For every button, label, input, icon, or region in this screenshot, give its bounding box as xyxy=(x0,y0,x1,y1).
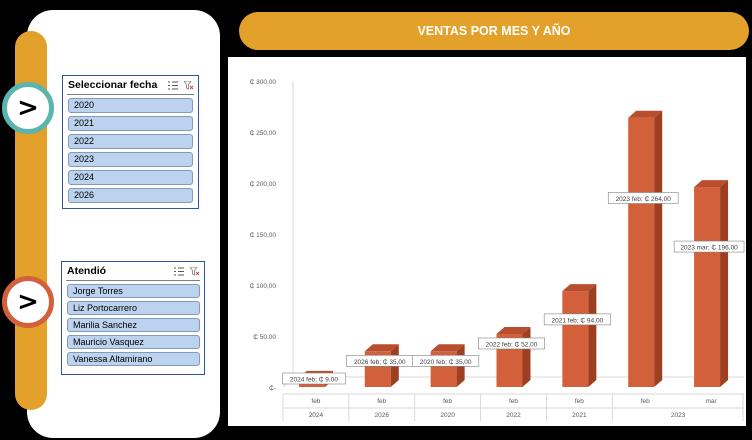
data-label-box xyxy=(673,240,745,253)
slicer-item-2024[interactable]: 2024 xyxy=(68,170,193,185)
slicer-item-2026[interactable]: 2026 xyxy=(68,188,193,203)
clear-filter-icon[interactable] xyxy=(184,80,194,90)
data-label: 2022 feb; ₵ 52,00 xyxy=(486,340,538,348)
data-label: 2020 feb; ₵ 35,00 xyxy=(420,358,472,366)
slicer-item-marilia-sanchez[interactable]: Marilia Sanchez xyxy=(67,318,200,332)
bar-side xyxy=(588,284,597,387)
chart-title-banner: VENTAS POR MES Y AÑO xyxy=(239,12,749,50)
data-label: 2023 mar; ₵ 196,00 xyxy=(680,244,738,252)
x-tick-label-year: 2026 xyxy=(375,412,390,419)
slicer-divider xyxy=(67,94,194,95)
bar-chart-svg: ₵- ₵ 50,00 ₵ 100,00 ₵ 150,00 ₵ 200,00 ₵ 250,0… xyxy=(250,78,745,421)
bar xyxy=(628,117,655,387)
x-tick-label-year: 2020 xyxy=(440,412,455,419)
slicer-item-vanessa-altamirano[interactable]: Vanessa Altamirano xyxy=(67,352,200,366)
bar-side xyxy=(720,180,729,387)
x-tick-label-year: 2023 xyxy=(671,412,686,419)
slicer-item-2022[interactable]: 2022 xyxy=(68,134,193,149)
multi-select-icon[interactable] xyxy=(168,81,178,90)
slicer-title: Seleccionar fecha xyxy=(68,79,158,91)
y-tick-label: ₵- xyxy=(269,384,276,392)
data-label-box xyxy=(543,313,611,326)
multi-select-icon[interactable] xyxy=(174,267,184,276)
x-tick-label-month: mar xyxy=(705,398,717,405)
x-tick-label-month: feb xyxy=(311,398,320,405)
x-tick-label-year: 2024 xyxy=(309,412,324,419)
bar-top xyxy=(562,284,597,292)
y-tick-label: ₵ 50,00 xyxy=(253,333,276,341)
slicer-item-2023[interactable]: 2023 xyxy=(68,152,193,167)
x-tick-label-year: 2021 xyxy=(572,412,587,419)
data-label: 2023 feb; ₵ 264,00 xyxy=(616,195,672,203)
bar-side xyxy=(654,110,663,387)
chevron-right-icon: > xyxy=(17,93,39,123)
slicer-item-liz-portocarrero[interactable]: Liz Portocarrero xyxy=(67,301,200,315)
bar xyxy=(694,187,721,387)
slicer-title: Atendió xyxy=(67,265,107,277)
slicer-item-jorge-torres[interactable]: Jorge Torres xyxy=(67,284,200,298)
slicer-header: Atendió xyxy=(62,262,204,278)
bar-top xyxy=(430,344,465,352)
chevron-right-icon: > xyxy=(17,287,39,317)
y-tick-label: ₵ 300,00 xyxy=(250,78,277,86)
data-label: 2024 feb; ₵ 9,00 xyxy=(290,376,338,384)
y-tick-label: ₵ 100,00 xyxy=(250,282,277,290)
bar xyxy=(562,291,589,387)
date-slicer: Seleccionar fecha 2020 2021 2022 2023 20… xyxy=(62,75,199,209)
slicer-header: Seleccionar fecha xyxy=(63,76,198,92)
slicer-item-2021[interactable]: 2021 xyxy=(68,116,193,131)
data-label: 2021 feb; ₵ 94,00 xyxy=(552,316,604,324)
y-tick-label: ₵ 150,00 xyxy=(250,231,277,239)
chart-title: VENTAS POR MES Y AÑO xyxy=(417,24,571,38)
bar-top xyxy=(496,326,531,334)
slicer-item-2020[interactable]: 2020 xyxy=(68,98,193,113)
data-label-box xyxy=(412,354,480,367)
sales-chart[interactable]: ₵- ₵ 50,00 ₵ 100,00 ₵ 150,00 ₵ 200,00 ₵ 250,0… xyxy=(228,57,746,426)
x-tick-label-month: feb xyxy=(575,398,584,405)
y-tick-label: ₵ 250,00 xyxy=(250,129,277,137)
bar-top xyxy=(694,180,729,188)
data-label-box xyxy=(607,192,679,204)
nav-arrow-button-staff[interactable]: > xyxy=(2,276,54,328)
y-tick-label: ₵ 200,00 xyxy=(250,180,277,188)
staff-slicer: Atendió Jorge Torres Liz Portocarrero Ma… xyxy=(61,261,205,375)
data-label-box xyxy=(478,337,545,350)
x-tick-label-month: feb xyxy=(377,398,386,405)
data-label: 2026 feb; ₵ 35,00 xyxy=(354,358,406,366)
data-label-box xyxy=(282,372,346,385)
slicer-divider xyxy=(66,280,200,281)
x-tick-label-month: feb xyxy=(641,398,650,405)
slicer-item-mauricio-vasquez[interactable]: Mauricio Vasquez xyxy=(67,335,200,349)
clear-filter-icon[interactable] xyxy=(190,266,200,276)
x-tick-label-year: 2022 xyxy=(506,412,521,419)
bar-top xyxy=(364,344,399,352)
bar-top xyxy=(628,110,663,118)
nav-arrow-button-date[interactable]: > xyxy=(2,82,54,134)
x-tick-label-month: feb xyxy=(509,398,518,405)
x-tick-label-month: feb xyxy=(443,398,452,405)
bar-side xyxy=(522,326,531,387)
